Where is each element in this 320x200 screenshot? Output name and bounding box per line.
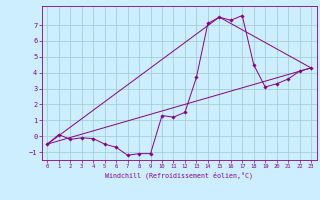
X-axis label: Windchill (Refroidissement éolien,°C): Windchill (Refroidissement éolien,°C) [105,172,253,179]
